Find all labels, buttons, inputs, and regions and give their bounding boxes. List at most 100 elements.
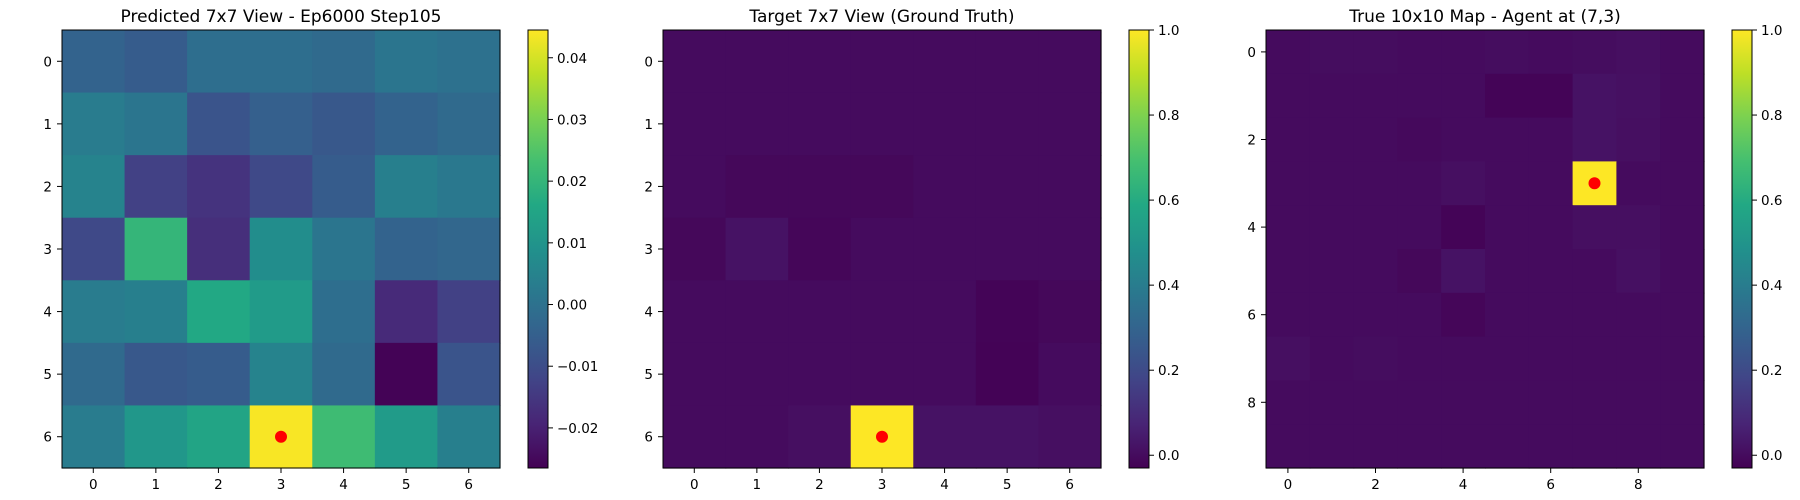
heatmap-cell xyxy=(124,280,188,344)
heatmap-cell xyxy=(187,342,251,407)
heatmap-cell xyxy=(1397,424,1442,469)
heatmap-cell xyxy=(1266,249,1311,294)
x-tick-label: 5 xyxy=(1003,477,1012,493)
heatmap-cell xyxy=(850,155,914,219)
heatmap-cell xyxy=(312,217,376,281)
heatmap-cell xyxy=(1616,380,1661,425)
heatmap-cell xyxy=(975,155,1040,219)
heatmap-cell xyxy=(124,342,188,407)
heatmap-cell xyxy=(1309,424,1355,469)
heatmap-cell xyxy=(1660,249,1705,294)
heatmap-cell xyxy=(1660,336,1705,381)
heatmap-cell xyxy=(187,217,251,281)
heatmap-cell xyxy=(437,30,501,94)
heatmap-cell xyxy=(788,405,852,469)
chart-title: Target 7x7 View (Ground Truth) xyxy=(748,7,1014,27)
agent-marker xyxy=(876,430,888,443)
y-tick-label: 3 xyxy=(644,242,653,258)
heatmap-cell xyxy=(62,280,126,344)
heatmap-cell xyxy=(1441,380,1486,425)
heatmap-cell xyxy=(1038,405,1102,469)
heatmap-cell xyxy=(1397,30,1442,75)
heatmap-cell xyxy=(1441,336,1486,381)
heatmap-cell xyxy=(1572,380,1617,425)
heatmap-cell xyxy=(1266,424,1311,469)
heatmap-cell xyxy=(1038,92,1102,156)
heatmap-cell xyxy=(1309,292,1355,338)
heatmap-cell xyxy=(850,217,914,281)
heatmap-cell xyxy=(1441,73,1486,119)
heatmap-cell xyxy=(1266,336,1311,381)
heatmap-cell xyxy=(850,280,914,344)
heatmap-cell xyxy=(1660,292,1705,338)
y-tick-label: 0 xyxy=(1247,45,1256,61)
heatmap-cell xyxy=(663,217,727,281)
heatmap-cell xyxy=(249,280,313,344)
y-tick-label: 3 xyxy=(43,242,52,258)
heatmap-cell xyxy=(1309,336,1355,381)
heatmap-cell xyxy=(312,280,376,344)
heatmap-cell xyxy=(1485,380,1530,425)
heatmap-cell xyxy=(913,30,977,94)
heatmap-cell xyxy=(1038,30,1102,94)
x-tick-label: 2 xyxy=(1371,477,1380,493)
heatmap-cell xyxy=(1485,117,1530,162)
heatmap-cell xyxy=(1528,249,1574,294)
heatmap-cell xyxy=(788,155,852,219)
heatmap-cell xyxy=(850,92,914,156)
heatmap-cell xyxy=(1353,380,1398,425)
heatmap-cell xyxy=(1572,292,1617,338)
heatmap-cell xyxy=(1616,205,1661,250)
y-tick-label: 2 xyxy=(1247,133,1256,149)
heatmap-cell xyxy=(725,92,789,156)
y-tick-label: 2 xyxy=(644,179,653,195)
heatmap-cell xyxy=(1528,205,1574,250)
heatmap-cell xyxy=(975,30,1040,94)
x-tick-label: 3 xyxy=(277,477,286,493)
colorbar-tick-label: 0.8 xyxy=(1761,108,1782,124)
heatmap-cell xyxy=(850,30,914,94)
heatmap-cell xyxy=(1397,205,1442,250)
chart-title: Predicted 7x7 View - Ep6000 Step105 xyxy=(121,7,442,27)
heatmap-cell xyxy=(1660,205,1705,250)
heatmap-cell xyxy=(1353,249,1398,294)
heatmap-cell xyxy=(249,217,313,281)
heatmap-cell xyxy=(663,30,727,94)
heatmap-cell xyxy=(249,30,313,94)
colorbar-tick-label: 0.2 xyxy=(1761,363,1782,379)
heatmap-cell xyxy=(124,155,188,219)
agent-marker xyxy=(275,430,287,443)
heatmap-cell xyxy=(1397,380,1442,425)
heatmap-cell xyxy=(1660,73,1705,119)
heatmap-cell xyxy=(1353,161,1398,206)
heatmap-cell xyxy=(374,92,439,156)
heatmap-cell xyxy=(249,92,313,156)
heatmap-cell xyxy=(187,155,251,219)
x-tick-label: 4 xyxy=(339,477,348,493)
heatmap-cell xyxy=(1309,205,1355,250)
heatmap-cell xyxy=(913,155,977,219)
heatmap-cell xyxy=(1441,205,1486,250)
heatmap-cell xyxy=(1572,117,1617,162)
heatmap-cell xyxy=(1528,292,1574,338)
colorbar-tick-label: 0.6 xyxy=(1761,193,1782,209)
y-tick-label: 6 xyxy=(644,430,653,446)
heatmap-cell xyxy=(913,342,977,407)
heatmap-cell xyxy=(1397,161,1442,206)
heatmap-cell xyxy=(1485,336,1530,381)
heatmap-cell xyxy=(1572,424,1617,469)
y-tick-label: 6 xyxy=(43,430,52,446)
heatmap-cell xyxy=(374,30,439,94)
heatmap-cell xyxy=(663,342,727,407)
heatmap-cell xyxy=(1353,292,1398,338)
heatmap-cell xyxy=(788,342,852,407)
heatmap-cell xyxy=(1528,117,1574,162)
heatmap-cell xyxy=(1572,336,1617,381)
heatmap-cell xyxy=(1616,424,1661,469)
y-tick-label: 4 xyxy=(644,305,653,321)
heatmap-cell xyxy=(1441,161,1486,206)
heatmap-cell xyxy=(1616,249,1661,294)
heatmap-cell xyxy=(312,92,376,156)
heatmap-cell xyxy=(312,155,376,219)
x-tick-label: 2 xyxy=(815,477,824,493)
